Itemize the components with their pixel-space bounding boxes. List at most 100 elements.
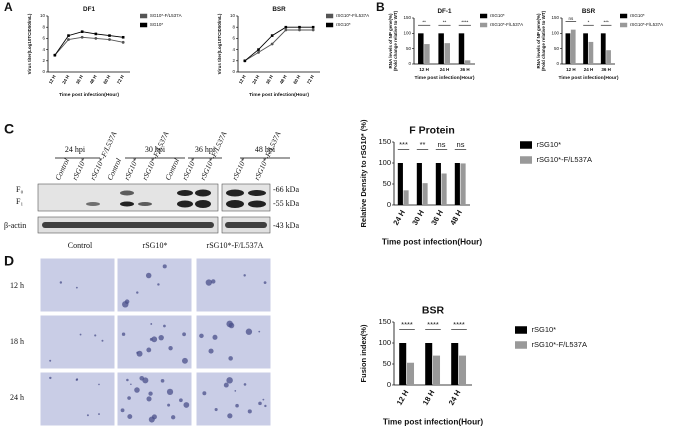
x-tick-label: 24 H — [251, 74, 260, 85]
series-line — [244, 26, 314, 62]
marker — [311, 28, 315, 32]
x-tick-label: 12 H — [566, 67, 576, 72]
cell — [258, 401, 262, 406]
y-axis-label: Virus titer(Log10TCID50/mL) — [217, 13, 222, 74]
chart-title: BSR — [582, 8, 596, 15]
cell — [157, 283, 160, 286]
lane-label: rSG10* — [180, 156, 198, 181]
legend-swatch — [520, 156, 532, 164]
series-line — [54, 31, 124, 56]
marker — [67, 38, 70, 41]
band-label: β-actin — [4, 221, 26, 230]
bar — [570, 29, 576, 64]
panel-label: A — [4, 0, 13, 14]
lane-label: rSG10*-F/L537A — [198, 130, 229, 182]
cell — [223, 382, 229, 388]
bar — [454, 163, 460, 205]
chart-title: DF1 — [83, 6, 95, 13]
y-tick-label: 2 — [42, 58, 45, 63]
bar — [464, 60, 471, 64]
cell — [163, 324, 166, 328]
marker-label: -55 kDa — [273, 199, 299, 208]
timepoint: 30 hpi — [145, 145, 166, 154]
marker — [284, 28, 288, 32]
cell — [167, 403, 171, 407]
lane-label: Control — [163, 157, 181, 182]
y-axis-label: RNA levels of NP gene(%) — [536, 13, 541, 69]
cell — [86, 414, 89, 417]
significance-label: **** — [453, 320, 465, 329]
x-tick-label: 48 H — [279, 74, 288, 85]
micrograph — [195, 314, 272, 370]
bar — [444, 43, 450, 64]
x-tick-label: 30 H — [410, 208, 426, 226]
x-tick-label: 36 H — [429, 208, 445, 226]
bar — [424, 44, 430, 64]
legend-swatch — [620, 22, 628, 28]
x-tick-label: 36 H — [601, 67, 611, 72]
x-tick-label: 36 H — [75, 74, 84, 85]
bar — [565, 33, 571, 64]
cell — [75, 378, 78, 381]
significance-label: *** — [399, 140, 408, 149]
y-tick-label: 50 — [383, 179, 391, 188]
bar — [407, 362, 415, 385]
cell — [205, 279, 213, 286]
cell — [121, 332, 126, 336]
cell — [166, 388, 174, 395]
y-tick-label: 0 — [556, 61, 559, 66]
y-tick-label: 100 — [403, 31, 411, 36]
marker — [311, 25, 315, 29]
legend-swatch — [480, 13, 488, 19]
cell — [245, 328, 253, 335]
bar — [425, 343, 433, 385]
marker — [257, 48, 260, 51]
cell — [208, 348, 214, 354]
marker — [270, 42, 274, 46]
cell — [136, 291, 139, 294]
x-axis-label: Time post infection(Hour) — [59, 92, 119, 98]
bands — [42, 189, 267, 228]
x-axis-label: Time post infection(Hour) — [382, 238, 482, 247]
band-label: F₁ — [16, 197, 23, 206]
legend-label: SG10* — [150, 22, 164, 27]
series-line — [54, 36, 124, 56]
legend-label: rSG10* — [336, 22, 351, 27]
timepoint: 48 hpi — [255, 145, 276, 154]
row-label: 12 h — [10, 281, 24, 290]
significance-label: ns — [438, 140, 446, 149]
significance-label: ** — [422, 20, 426, 25]
y-axis-label: Fusion index(%) — [359, 324, 368, 382]
cell — [258, 330, 261, 333]
cell — [122, 301, 129, 308]
chart-title: F Protein — [409, 125, 455, 137]
row-label: 18 h — [10, 337, 24, 346]
cell — [182, 332, 186, 337]
x-tick-label: 24 H — [391, 208, 407, 226]
y-tick-label: 10 — [230, 13, 236, 18]
marker-label: -66 kDa — [273, 185, 299, 194]
y-tick-label: 50 — [554, 46, 560, 51]
cell — [98, 383, 100, 386]
timepoint: 24 hpi — [65, 145, 86, 154]
x-tick-label: 48 H — [89, 74, 98, 85]
column-label: rSG10* — [143, 241, 168, 250]
cell — [150, 323, 153, 325]
marker — [243, 59, 247, 63]
cell — [262, 398, 265, 401]
x-tick-label: 72 H — [116, 74, 125, 85]
y-tick-label: 0 — [387, 200, 391, 209]
y-tick-label: 6 — [232, 36, 235, 41]
x-tick-label: 36 H — [265, 74, 274, 85]
x-tick-label: 48 H — [448, 208, 464, 226]
legend-label: rSG10*-F/L537A — [630, 22, 663, 27]
cell — [149, 337, 153, 341]
lane-label: rSG10* — [230, 156, 248, 181]
cell — [247, 409, 252, 414]
chart-title: BSR — [422, 305, 445, 317]
bar — [441, 173, 447, 205]
cell — [151, 336, 158, 343]
marker — [270, 34, 274, 37]
x-tick-label: 60 H — [102, 74, 111, 85]
legend-label: rSG10*-F/L537A — [532, 340, 587, 349]
